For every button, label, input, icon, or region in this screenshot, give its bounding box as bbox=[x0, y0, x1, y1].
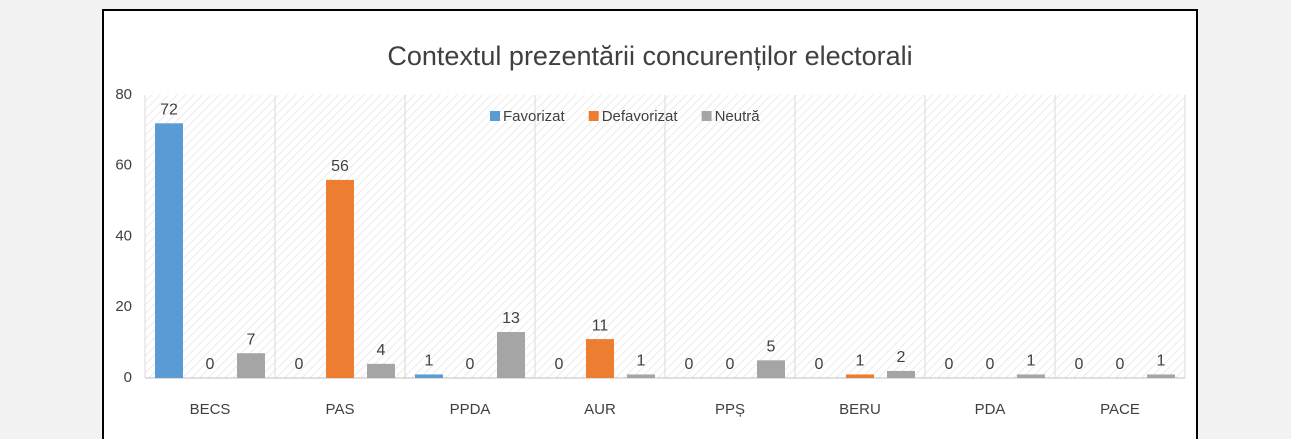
bar bbox=[757, 360, 785, 378]
data-label: 1 bbox=[1157, 353, 1166, 370]
data-label: 72 bbox=[160, 102, 178, 119]
data-label: 0 bbox=[945, 356, 954, 373]
data-label: 1 bbox=[1027, 353, 1036, 370]
bar bbox=[497, 332, 525, 378]
bar bbox=[326, 179, 354, 378]
bar bbox=[367, 363, 395, 378]
legend-swatch bbox=[588, 111, 599, 121]
data-label: 0 bbox=[555, 356, 564, 373]
data-label: 1 bbox=[425, 353, 434, 370]
x-tick-label: AUR bbox=[584, 401, 616, 418]
data-label: 4 bbox=[377, 342, 386, 359]
x-tick-label: PDA bbox=[975, 401, 1006, 418]
data-label: 0 bbox=[206, 356, 215, 373]
data-label: 7 bbox=[247, 331, 256, 348]
bar bbox=[415, 374, 443, 378]
bar bbox=[846, 374, 874, 378]
x-tick-label: PAS bbox=[326, 401, 355, 418]
x-tick-label: PACE bbox=[1100, 401, 1140, 418]
x-tick-label: BERU bbox=[839, 401, 881, 418]
data-label: 13 bbox=[502, 310, 520, 327]
data-label: 0 bbox=[726, 356, 735, 373]
legend-swatch bbox=[490, 111, 500, 121]
y-tick-label: 40 bbox=[115, 227, 132, 244]
data-label: 5 bbox=[767, 339, 776, 356]
x-tick-label: PPȘ bbox=[715, 401, 745, 418]
chart-title: Contextul prezentării concurenților elec… bbox=[387, 41, 912, 71]
y-tick-label: 0 bbox=[124, 369, 132, 386]
x-tick-label: PPDA bbox=[450, 401, 491, 418]
bar bbox=[1017, 374, 1045, 378]
legend-label: Neutră bbox=[715, 108, 761, 125]
y-tick-label: 60 bbox=[115, 157, 132, 174]
y-tick-label: 20 bbox=[115, 298, 132, 315]
bar bbox=[586, 339, 614, 378]
bar bbox=[1147, 374, 1175, 378]
data-label: 0 bbox=[815, 356, 824, 373]
bar bbox=[627, 374, 655, 378]
data-label: 11 bbox=[592, 317, 609, 334]
legend-swatch bbox=[701, 111, 712, 121]
legend-label: Defavorizat bbox=[602, 108, 679, 125]
bar bbox=[887, 370, 915, 378]
bar bbox=[155, 123, 183, 378]
data-label: 56 bbox=[331, 158, 349, 175]
data-label: 0 bbox=[466, 356, 475, 373]
data-label: 0 bbox=[986, 356, 995, 373]
data-label: 0 bbox=[1075, 356, 1084, 373]
data-label: 0 bbox=[1116, 356, 1125, 373]
x-tick-label: BECS bbox=[190, 401, 231, 418]
bar bbox=[237, 353, 265, 378]
y-tick-label: 80 bbox=[115, 86, 132, 103]
data-label: 2 bbox=[897, 349, 906, 366]
legend-label: Favorizat bbox=[503, 108, 566, 125]
data-label: 1 bbox=[856, 353, 865, 370]
data-label: 0 bbox=[295, 356, 304, 373]
data-label: 0 bbox=[685, 356, 694, 373]
data-label: 1 bbox=[637, 353, 646, 370]
